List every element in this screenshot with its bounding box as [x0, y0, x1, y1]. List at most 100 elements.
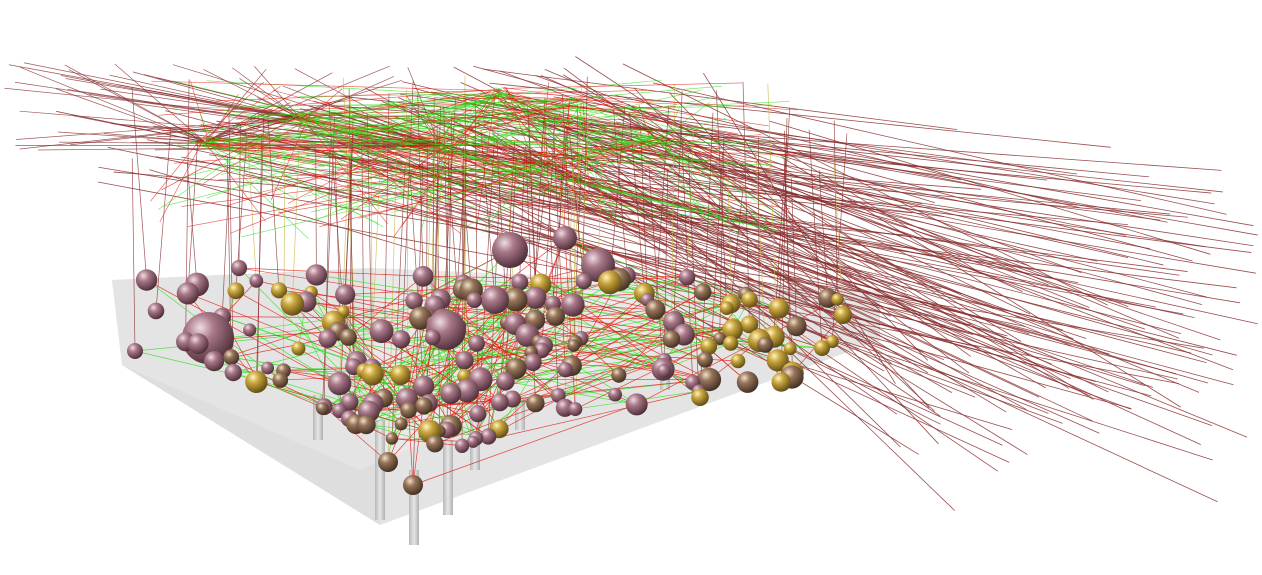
- node-stem: [187, 138, 199, 294]
- hub-edge: [666, 142, 759, 200]
- edge-ray: [616, 121, 1258, 236]
- network-node-mauve: [424, 329, 441, 346]
- network-node-gold: [700, 338, 718, 355]
- floor-edge: [322, 299, 516, 409]
- edge-ray: [19, 117, 301, 150]
- hub-edge: [429, 143, 438, 173]
- edge-ray: [526, 150, 998, 472]
- edge-ray: [615, 94, 1080, 209]
- hub-edge: [391, 137, 654, 213]
- network-node-brown: [400, 401, 417, 419]
- network-node-brown: [736, 371, 759, 393]
- network-node-mauve: [490, 393, 509, 412]
- hub-edge: [568, 93, 607, 105]
- edge-ray: [369, 149, 1049, 414]
- hub-edge: [203, 137, 649, 202]
- edge-ray: [204, 72, 333, 143]
- hub-edge: [199, 143, 297, 200]
- hub-edge: [496, 90, 656, 145]
- network-node-mauve: [335, 284, 356, 305]
- floor-edge: [353, 349, 542, 368]
- hub-edge: [270, 114, 311, 201]
- hub-edge: [558, 105, 570, 203]
- hub-edge: [503, 142, 663, 201]
- floor-edge: [238, 267, 424, 277]
- hub-edge: [175, 138, 201, 151]
- hub-edge: [151, 80, 508, 92]
- hub-edge: [495, 94, 714, 173]
- network-node-gold: [361, 363, 384, 386]
- floor-edge: [564, 237, 576, 410]
- network-node-mauve: [466, 435, 480, 448]
- edge-ray: [628, 103, 972, 357]
- node-stem: [131, 87, 147, 281]
- hub-edge: [213, 138, 796, 156]
- network-node-brown: [526, 393, 545, 413]
- hub-edge: [543, 118, 546, 168]
- edge-ray: [65, 78, 301, 119]
- hub-edge: [576, 102, 619, 228]
- network-node-brown: [786, 316, 807, 337]
- node-stem: [784, 130, 791, 349]
- hub-edge: [450, 118, 533, 171]
- hub-edge: [482, 101, 584, 233]
- hub-edge: [206, 96, 493, 199]
- network-node-brown: [713, 332, 727, 345]
- edge-ray: [648, 114, 936, 204]
- edge-ray: [575, 56, 1030, 356]
- edge-ray: [58, 131, 206, 143]
- support-pillar: [443, 440, 453, 515]
- hub-edge: [207, 144, 529, 147]
- network-node-mauve: [249, 274, 264, 288]
- network-node-gold: [691, 388, 709, 407]
- hub-edge: [203, 143, 477, 209]
- hub-edge: [660, 144, 719, 159]
- edge-ray: [55, 110, 206, 143]
- floor-edge: [636, 299, 838, 405]
- hub-edge: [475, 94, 496, 233]
- edge-ray: [579, 205, 1218, 503]
- floor-edge: [283, 361, 533, 372]
- network-node-mauve: [469, 405, 487, 423]
- hub-edge: [491, 93, 793, 173]
- hub-edge: [376, 105, 573, 149]
- hub-edge: [494, 92, 619, 118]
- floor-edge: [618, 321, 675, 376]
- node-stem: [832, 148, 844, 316]
- network-node-gold: [722, 319, 743, 341]
- network-node-mauve: [466, 292, 483, 309]
- hub-edge: [387, 91, 504, 139]
- edge-ray: [567, 161, 941, 417]
- network-node-mauve: [412, 265, 434, 287]
- edge-ray: [418, 202, 1096, 382]
- edge-ray: [506, 170, 1237, 356]
- hub-edge: [493, 92, 509, 108]
- hub-edge: [296, 119, 683, 220]
- hub-edge: [358, 137, 666, 219]
- node-stem: [186, 163, 198, 285]
- hub-edge: [299, 116, 596, 151]
- support-pillar: [515, 400, 525, 430]
- hub-edge: [304, 104, 772, 119]
- network-node-brown: [662, 330, 681, 348]
- network-node-gold: [834, 306, 852, 324]
- hub-edge: [204, 138, 775, 144]
- network-node-brown: [356, 415, 376, 435]
- hub-edge: [301, 116, 388, 225]
- node-stem: [544, 117, 559, 396]
- network-node-mauve: [243, 323, 257, 337]
- hub-edge: [534, 164, 544, 194]
- network-node-mauve: [454, 438, 470, 453]
- hub-edge: [233, 98, 572, 119]
- network-node-brown: [403, 475, 423, 495]
- network-node-mauve: [405, 292, 423, 310]
- floor-edge: [187, 293, 424, 387]
- hub-edge: [431, 164, 530, 214]
- hub-edge: [655, 138, 758, 217]
- network-node-mauve: [534, 342, 550, 359]
- hub-edge: [530, 166, 788, 225]
- network-node-brown: [378, 452, 398, 472]
- floor-edge: [238, 267, 441, 300]
- network-node-brown: [316, 402, 329, 415]
- network-node-mauve: [657, 363, 671, 378]
